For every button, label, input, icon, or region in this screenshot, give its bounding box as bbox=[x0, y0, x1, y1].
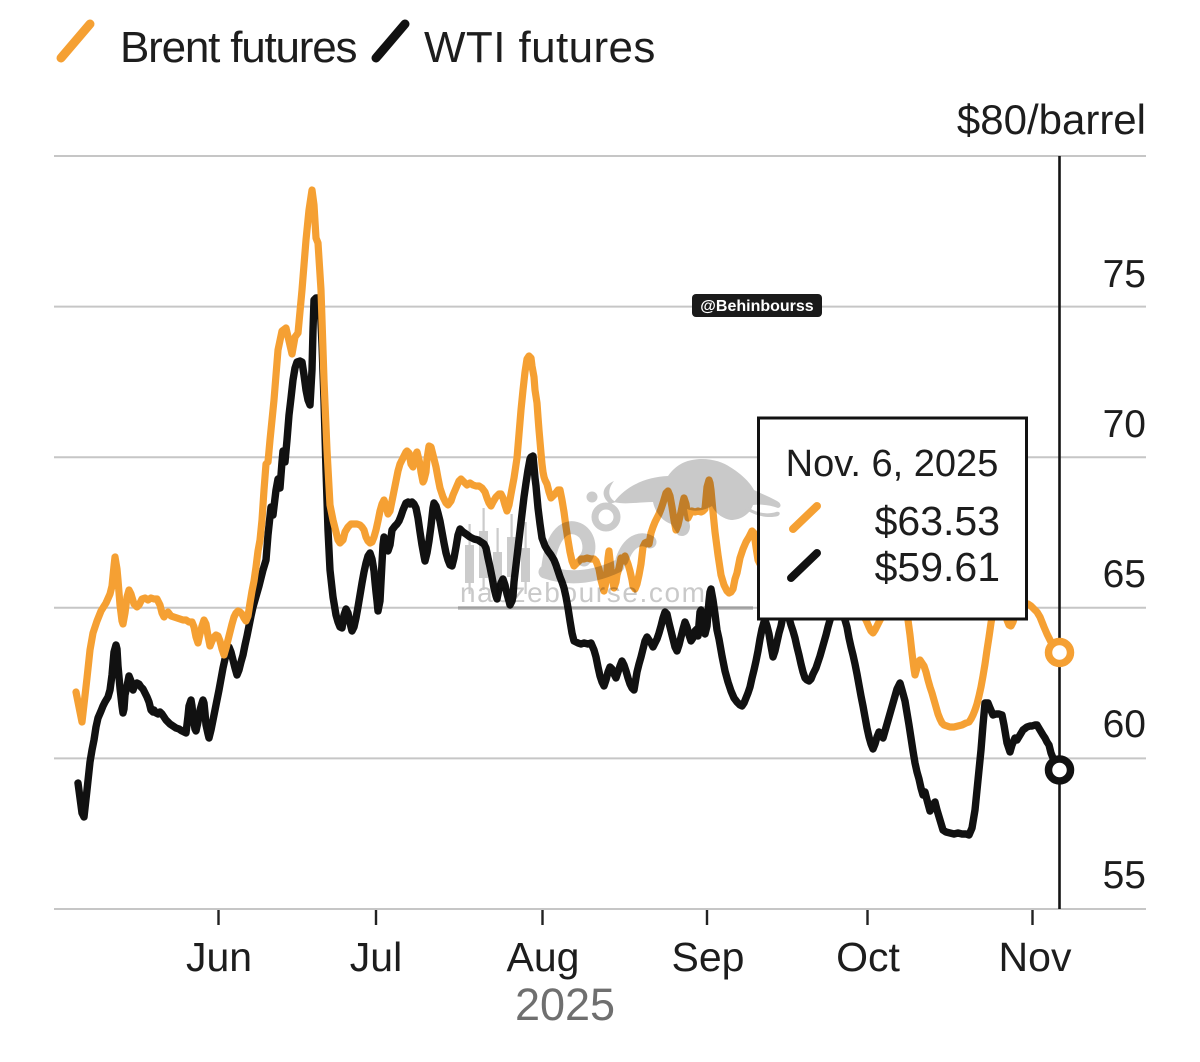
svg-text:@Behinbourss: @Behinbourss bbox=[700, 298, 813, 315]
svg-text:nabzebourse.com: nabzebourse.com bbox=[460, 577, 707, 608]
svg-text:Nov: Nov bbox=[999, 934, 1072, 980]
svg-text:Oct: Oct bbox=[836, 934, 900, 980]
svg-text:Jun: Jun bbox=[186, 934, 252, 980]
svg-text:Sep: Sep bbox=[672, 934, 745, 980]
svg-text:WTI futures: WTI futures bbox=[424, 23, 656, 72]
svg-text:Aug: Aug bbox=[507, 934, 580, 980]
svg-text:$63.53: $63.53 bbox=[875, 498, 1000, 544]
svg-text:55: 55 bbox=[1103, 854, 1146, 897]
svg-text:Jul: Jul bbox=[350, 934, 402, 980]
svg-text:65: 65 bbox=[1103, 553, 1146, 596]
svg-text:$59.61: $59.61 bbox=[875, 544, 1000, 590]
svg-text:Nov. 6, 2025: Nov. 6, 2025 bbox=[786, 443, 999, 485]
svg-text:75: 75 bbox=[1103, 253, 1146, 296]
svg-text:2025: 2025 bbox=[515, 979, 615, 1030]
svg-text:Brent futures: Brent futures bbox=[120, 23, 357, 72]
svg-text:70: 70 bbox=[1103, 403, 1146, 446]
svg-text:60: 60 bbox=[1103, 703, 1146, 746]
svg-text:$80/barrel: $80/barrel bbox=[957, 96, 1146, 143]
